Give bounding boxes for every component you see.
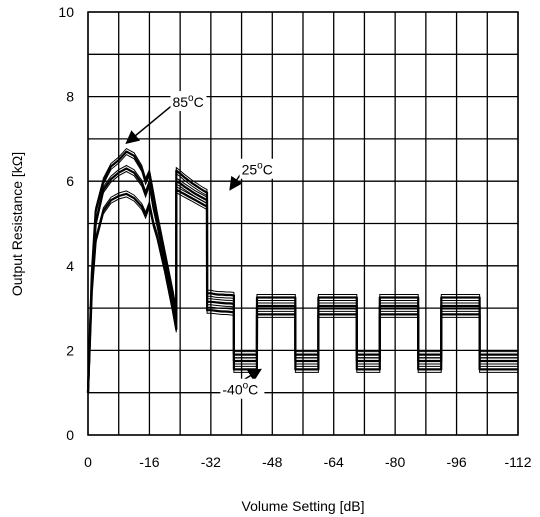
series-band-line: [87, 147, 518, 390]
x-tick-label: 0: [84, 454, 92, 470]
series-group: [86, 147, 518, 396]
y-axis-label: Output Resistance [kΩ]: [9, 152, 25, 296]
plot-frame: [87, 11, 519, 436]
y-tick-label: 2: [66, 342, 74, 358]
y-tick-label: 8: [66, 89, 74, 105]
annotations: 85oC 25oC -40oC: [125, 91, 276, 399]
x-tick-label: -48: [262, 454, 282, 470]
annotation-label: 25oC: [242, 161, 273, 178]
annotation-arrow: [125, 104, 173, 144]
y-tick-label: 4: [66, 258, 74, 274]
annotation-background: [239, 158, 276, 179]
series-band-line: [87, 185, 518, 390]
annotation-background: [170, 91, 207, 112]
annotation-background: [220, 378, 265, 399]
x-tick-label: -80: [385, 454, 405, 470]
x-tick-label: -96: [446, 454, 466, 470]
series-line: [86, 188, 518, 393]
x-tick-label: -64: [324, 454, 344, 470]
series-band-line: [87, 164, 518, 390]
series-band-line: [87, 191, 518, 396]
x-tick-label: -112: [505, 454, 532, 470]
x-tick-label: -16: [139, 454, 159, 470]
x-tick-labels: 0 -16 -32 -48 -64 -80 -96 -112: [84, 454, 532, 470]
annotation-label: 85oC: [172, 93, 203, 110]
x-tick-label: -32: [201, 454, 221, 470]
annotation-label: -40oC: [222, 381, 258, 398]
series-line: [86, 167, 518, 393]
x-axis-label: Volume Setting [dB]: [242, 498, 365, 514]
y-tick-label: 10: [58, 4, 74, 20]
y-tick-labels: 0 2 4 6 8 10: [58, 4, 74, 443]
y-tick-label: 0: [66, 427, 74, 443]
series-band-line: [87, 170, 518, 396]
y-tick-label: 6: [66, 173, 74, 189]
series-line: [86, 150, 518, 393]
